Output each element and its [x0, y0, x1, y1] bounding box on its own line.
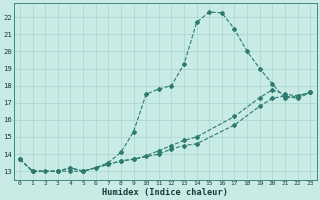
X-axis label: Humidex (Indice chaleur): Humidex (Indice chaleur) — [102, 188, 228, 197]
